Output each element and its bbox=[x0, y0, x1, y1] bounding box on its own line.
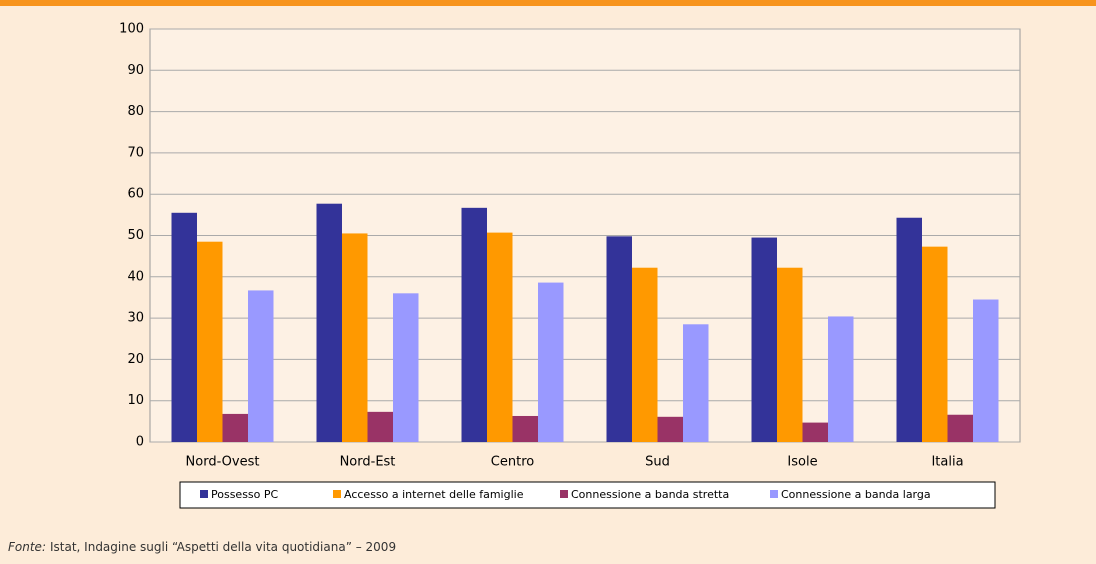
bar bbox=[683, 324, 709, 442]
legend-swatch bbox=[200, 490, 208, 498]
x-tick-label: Isole bbox=[787, 455, 817, 470]
legend bbox=[179, 481, 996, 509]
footer-label: Fonte: bbox=[8, 540, 46, 554]
bar bbox=[461, 207, 487, 442]
bar bbox=[222, 413, 248, 442]
x-tick-label: Sud bbox=[645, 455, 670, 470]
y-tick-label: 50 bbox=[127, 228, 144, 243]
bar bbox=[538, 282, 564, 442]
x-tick-label: Nord-Est bbox=[340, 455, 396, 470]
legend-label: Possesso PC bbox=[211, 488, 279, 501]
bar bbox=[316, 203, 342, 442]
bar bbox=[828, 316, 854, 442]
y-tick-label: 90 bbox=[127, 63, 144, 78]
x-tick-label: Italia bbox=[931, 455, 963, 470]
bar bbox=[512, 415, 538, 442]
bar bbox=[657, 416, 683, 442]
bar bbox=[632, 267, 658, 442]
bar bbox=[922, 246, 948, 442]
bar bbox=[777, 267, 803, 442]
footer-source: Istat, Indagine sugli “Aspetti della vit… bbox=[50, 540, 396, 554]
bar bbox=[171, 212, 197, 442]
y-tick-label: 20 bbox=[127, 352, 144, 367]
bar bbox=[197, 241, 223, 442]
y-tick-label: 0 bbox=[136, 435, 144, 450]
bar bbox=[751, 237, 777, 442]
bar bbox=[606, 236, 632, 442]
x-tick-label: Nord-Ovest bbox=[186, 455, 260, 470]
bar bbox=[973, 299, 999, 442]
bar bbox=[947, 414, 973, 442]
y-tick-label: 70 bbox=[127, 145, 144, 160]
legend-label: Connessione a banda stretta bbox=[571, 488, 729, 501]
legend-swatch bbox=[770, 490, 778, 498]
bar bbox=[896, 217, 922, 442]
legend-label: Connessione a banda larga bbox=[781, 488, 931, 501]
bar bbox=[487, 232, 513, 442]
bar bbox=[393, 293, 419, 442]
y-tick-label: 30 bbox=[127, 311, 144, 326]
y-tick-label: 40 bbox=[127, 269, 144, 284]
bar bbox=[802, 422, 828, 442]
bar bbox=[248, 290, 274, 442]
y-tick-label: 60 bbox=[127, 187, 144, 202]
legend-label: Accesso a internet delle famiglie bbox=[344, 488, 524, 501]
y-tick-label: 10 bbox=[127, 393, 144, 408]
x-tick-label: Centro bbox=[491, 455, 534, 470]
footer: Fonte: Istat, Indagine sugli “Aspetti del… bbox=[8, 540, 396, 554]
y-tick-label: 80 bbox=[127, 104, 144, 119]
legend-swatch bbox=[560, 490, 568, 498]
y-tick-label: 100 bbox=[119, 22, 144, 37]
bar bbox=[367, 411, 393, 442]
header-bar bbox=[0, 0, 1096, 6]
legend-swatch bbox=[333, 490, 341, 498]
bar bbox=[342, 233, 368, 442]
